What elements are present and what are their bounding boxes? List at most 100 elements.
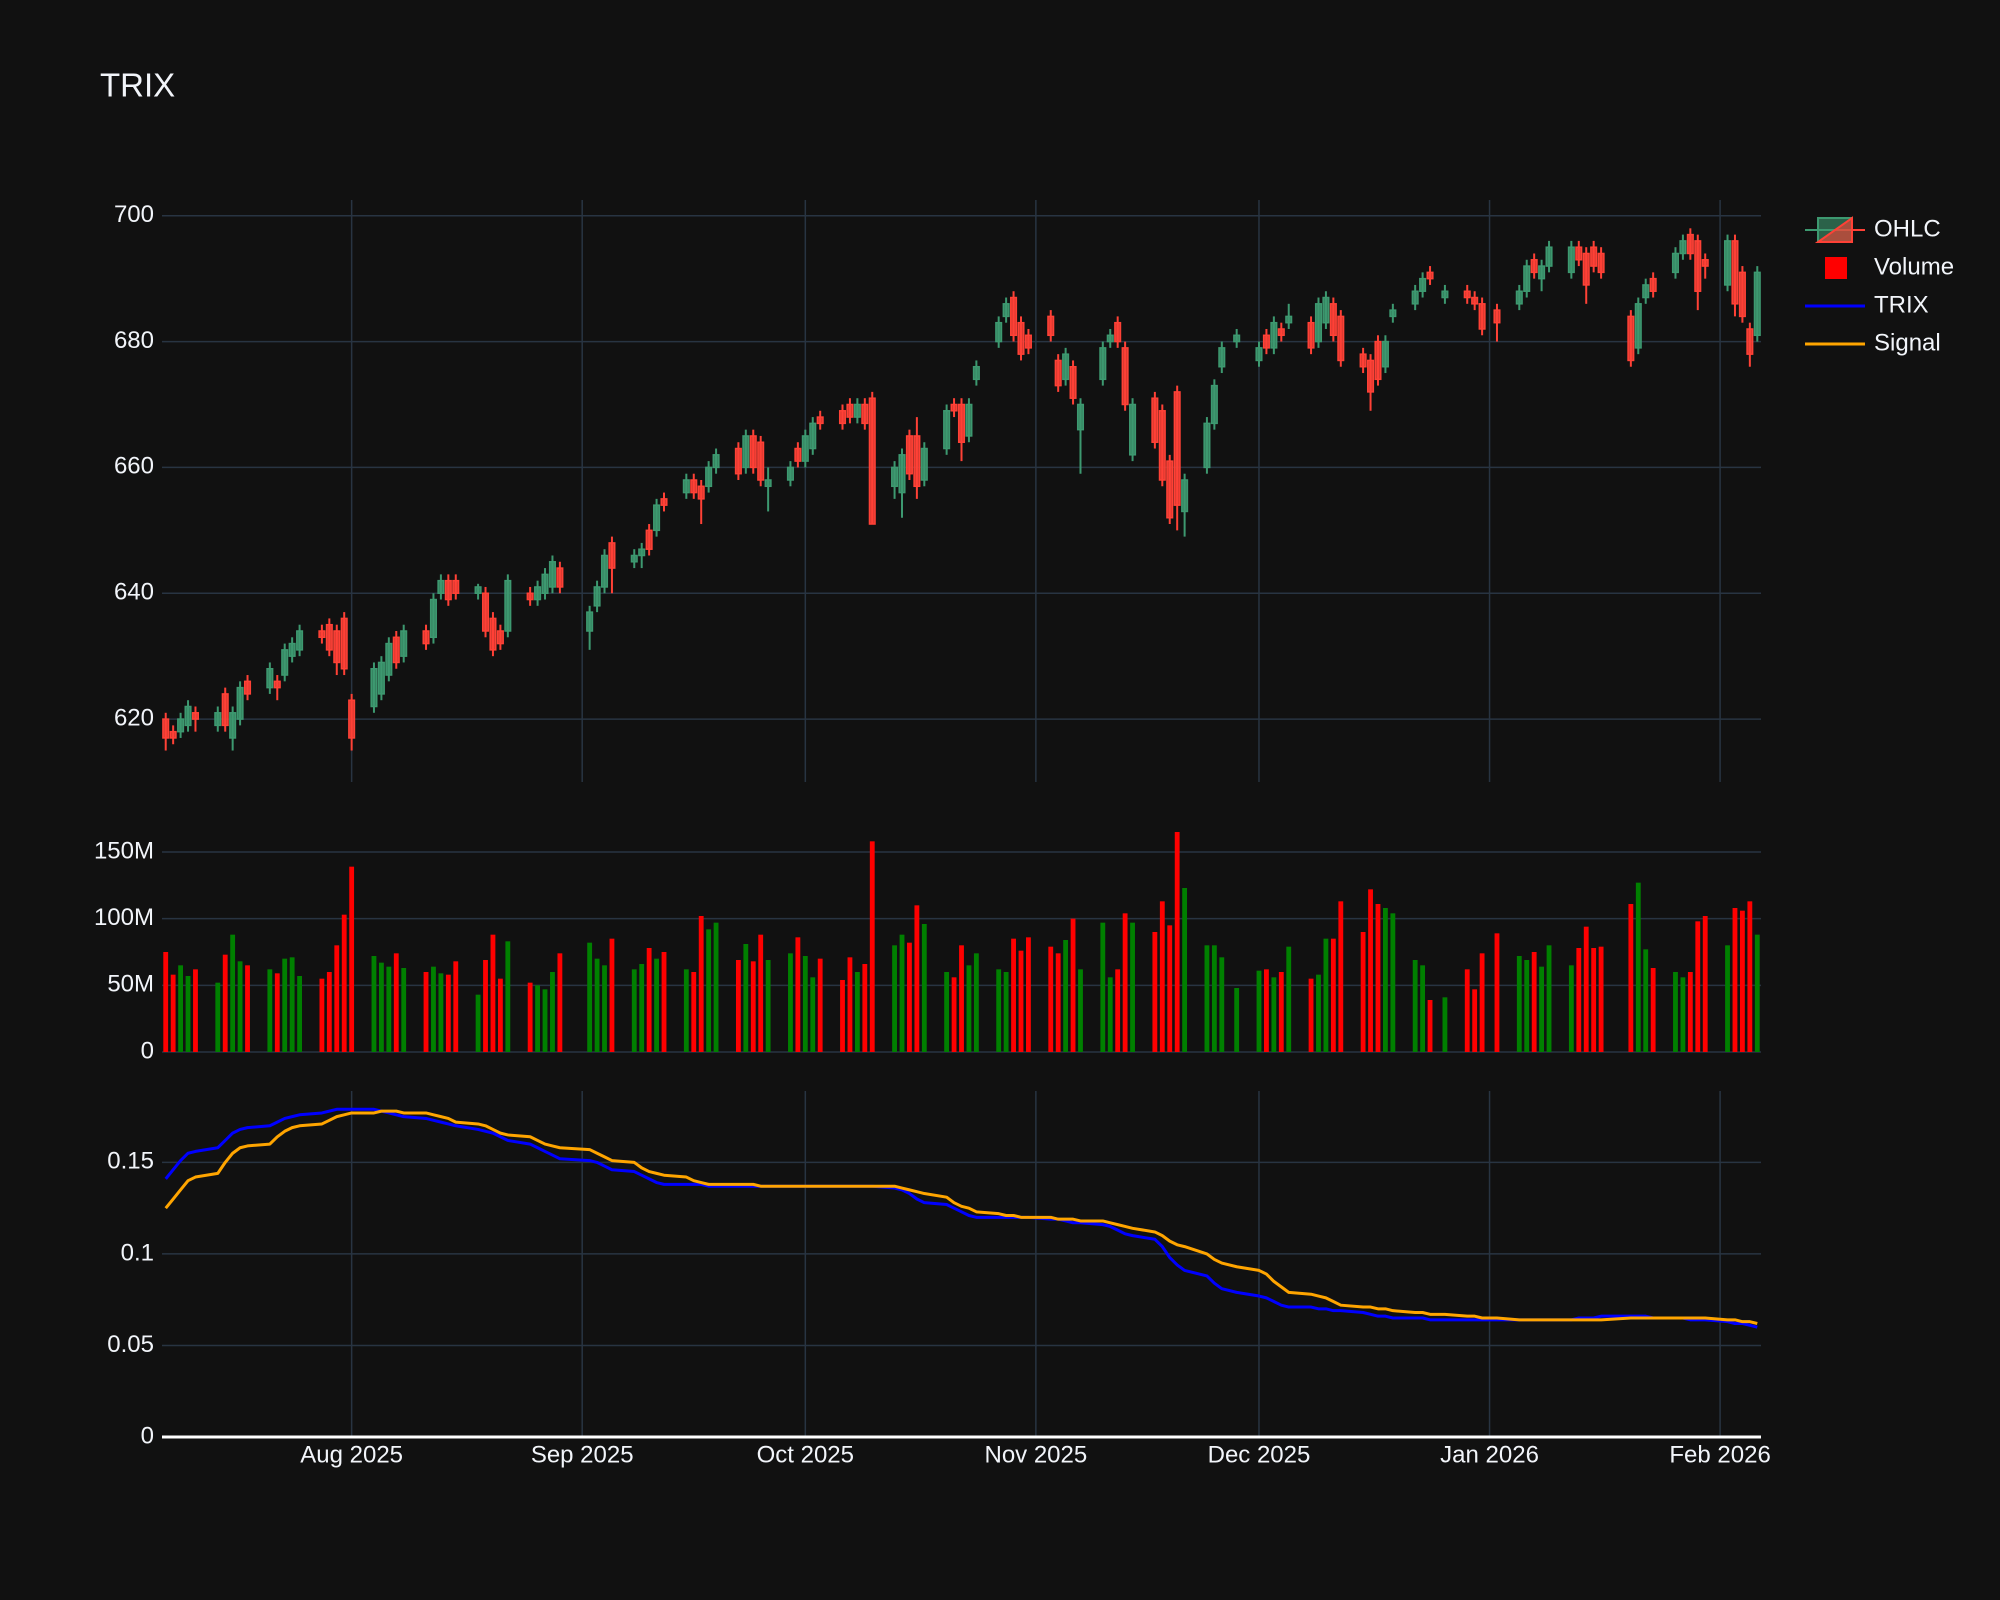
volume-bar	[1427, 1000, 1433, 1052]
volume-bar	[587, 942, 593, 1052]
volume-bar	[683, 969, 689, 1052]
y-tick-label: 660	[114, 453, 154, 480]
candle-body	[1649, 277, 1657, 292]
y-tick-label: 700	[114, 201, 154, 228]
volume-bar	[1130, 922, 1135, 1052]
volume-bar	[1628, 904, 1634, 1052]
candle-body	[191, 712, 200, 720]
volume-bar	[1680, 977, 1686, 1052]
candle-body	[1367, 359, 1375, 393]
candle-body	[214, 712, 222, 727]
candle-body	[1322, 296, 1330, 324]
volume-bar	[713, 922, 719, 1052]
volume-bar	[557, 953, 563, 1052]
volume-bar	[475, 994, 481, 1052]
volume-bar	[1420, 965, 1426, 1052]
volume-bar	[1182, 888, 1188, 1052]
volume-bar	[1078, 969, 1083, 1052]
candle-body	[177, 718, 185, 733]
candle-body	[1121, 347, 1129, 406]
candle-body	[1270, 321, 1278, 349]
candle-body	[400, 630, 408, 657]
candle-body	[943, 410, 951, 450]
volume-bar	[1687, 972, 1693, 1052]
volume-bar	[550, 972, 555, 1052]
volume-bar	[1464, 969, 1470, 1052]
candle-body	[1389, 309, 1397, 318]
volume-bar	[230, 934, 236, 1052]
candle-body	[965, 403, 973, 437]
candle-body	[1567, 246, 1575, 274]
volume-bar	[1747, 901, 1753, 1052]
volume-bar	[1531, 952, 1537, 1052]
candle-body	[868, 397, 876, 525]
candle-body	[682, 479, 690, 494]
volume-bar	[1583, 926, 1589, 1052]
volume-bar	[594, 958, 600, 1052]
volume-bar	[795, 937, 801, 1052]
volume-bar	[944, 972, 950, 1052]
volume-bar	[1323, 938, 1329, 1052]
volume-bar	[973, 953, 979, 1052]
volume-bar	[691, 972, 697, 1052]
candle-body	[318, 630, 326, 639]
candle-body	[1076, 403, 1085, 431]
volume-bar	[639, 964, 645, 1052]
volume-bar	[1018, 950, 1024, 1052]
volume-bar	[1063, 940, 1069, 1052]
volume-bar	[1211, 945, 1217, 1052]
volume-bar	[996, 969, 1002, 1052]
candle-body	[742, 435, 750, 469]
volume-bar	[1048, 946, 1054, 1052]
candle-body	[816, 416, 824, 425]
volume-bar	[490, 934, 496, 1052]
candle-body	[653, 504, 661, 532]
x-tick-label: Nov 2025	[984, 1441, 1087, 1468]
y-tick-label: 0.15	[107, 1148, 154, 1175]
candle-body	[288, 642, 296, 657]
candle-body	[1679, 240, 1687, 255]
legend-label: TRIX	[1874, 291, 1929, 318]
volume-bar	[1524, 960, 1530, 1052]
candle-body	[1419, 277, 1427, 292]
candle-body	[526, 592, 534, 601]
volume-bar	[1650, 968, 1656, 1052]
candle-body	[1010, 296, 1018, 337]
candle-body	[1575, 246, 1583, 261]
legend-icon	[1814, 216, 1853, 243]
y-tick-label: 680	[114, 327, 154, 354]
candle-body	[452, 579, 460, 594]
candle-body	[548, 561, 556, 588]
volume-bar	[765, 960, 771, 1052]
volume-bar	[788, 953, 793, 1052]
candle-body	[1337, 315, 1345, 362]
chart-title: TRIX	[100, 67, 175, 104]
candle-body	[221, 693, 229, 727]
candle-body	[392, 636, 400, 664]
volume-bar	[1568, 965, 1574, 1052]
volume-bar	[706, 929, 712, 1052]
candle-body	[370, 667, 378, 708]
volume-bar	[966, 965, 972, 1052]
volume-bar	[646, 948, 652, 1052]
candle-body	[429, 598, 437, 639]
volume-bar	[758, 934, 764, 1052]
candle-body	[236, 686, 244, 720]
volume-bar	[1219, 957, 1225, 1052]
candle-body	[1285, 315, 1293, 324]
volume-bar	[334, 945, 340, 1052]
volume-bar	[438, 973, 444, 1052]
candle-body	[1471, 296, 1479, 305]
volume-bar	[535, 985, 540, 1052]
volume-bar	[1412, 960, 1418, 1052]
candle-body	[1210, 384, 1218, 425]
candle-body	[645, 529, 653, 550]
candle-body	[333, 630, 341, 664]
volume-bar	[326, 972, 332, 1052]
candle-body	[608, 542, 616, 569]
volume-bar	[1316, 974, 1321, 1052]
candle-body	[660, 498, 668, 506]
volume-bar	[1234, 988, 1240, 1052]
volume-bar	[1360, 932, 1366, 1052]
y-tick-label: 150M	[94, 837, 154, 864]
